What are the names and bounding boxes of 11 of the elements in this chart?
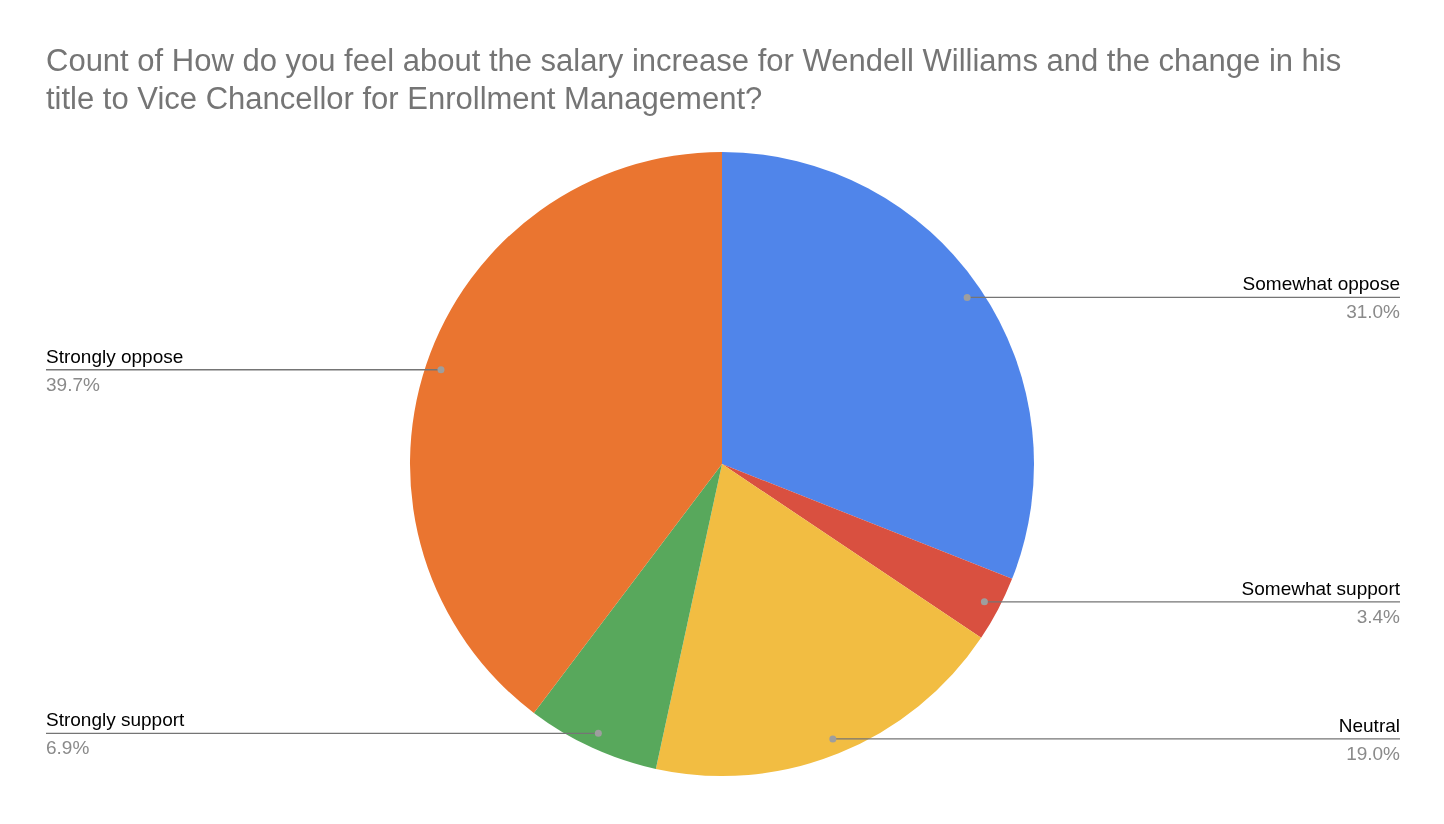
data-label: 19.0%: [1346, 742, 1401, 764]
slice-label: Strongly oppose: [46, 345, 184, 367]
slice-label: Neutral: [1338, 714, 1400, 736]
data-label: 6.9%: [46, 737, 90, 759]
data-label: 31.0%: [1346, 301, 1401, 323]
slice-label: Strongly support: [46, 709, 186, 731]
slice-label: Somewhat oppose: [1242, 273, 1400, 295]
data-label: 39.7%: [46, 373, 100, 395]
slice-label: Somewhat support: [1241, 577, 1401, 599]
data-label: 3.4%: [1356, 605, 1401, 627]
chart-title: Count of How do you feel about the salary increase for Wendell Williams and the change in his title to Vice Chancellor for Enrollment Management?: [46, 42, 1343, 118]
